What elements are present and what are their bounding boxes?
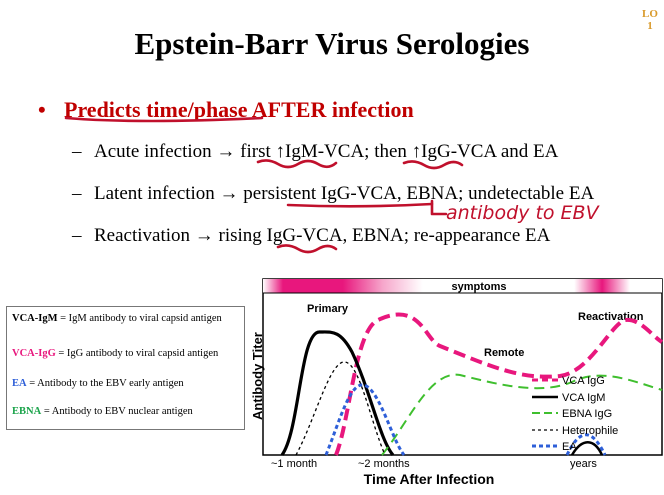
definition-desc: = Antibody to the EBV early antigen: [26, 378, 184, 389]
tick-years: years: [570, 458, 597, 470]
sub-bullet-acute: – Acute infection → first ↑IgM-VCA; then …: [72, 141, 558, 163]
definition-term: EBNA: [12, 406, 42, 417]
curve-ebna-igg: [381, 373, 663, 456]
sub-bullet-reactivation-text: Reactivation → rising IgG-VCA, EBNA; re-…: [94, 225, 551, 246]
arrow-stroke: [430, 199, 448, 216]
curve-ea-reactivation: [565, 433, 607, 456]
sub-bullet-latent: – Latent infection → persistent IgG-VCA, …: [72, 183, 594, 205]
legend-label-heterophile: Heterophile: [562, 425, 618, 437]
dash-marker: –: [72, 225, 82, 246]
definition-desc: = IgG antibody to viral capsid antigen: [55, 348, 219, 359]
curve-vca-igg: [334, 312, 664, 456]
slide-title: Epstein-Barr Virus Serologies: [134, 26, 530, 61]
lo-label: LO 1: [642, 8, 658, 32]
dash-marker: –: [72, 141, 82, 162]
sub-bullet-acute-text: Acute infection → first ↑IgM-VCA; then ↑…: [94, 141, 559, 162]
definition-term: VCA-IgM: [12, 313, 58, 324]
dash-marker: –: [72, 183, 82, 204]
legend-label-ebna-igg: EBNA IgG: [562, 408, 612, 420]
legend-label-vca-igg: VCA IgG: [562, 375, 605, 387]
curve-vca-igm: [280, 330, 395, 457]
definition-term: EA: [12, 378, 27, 389]
y-axis-label: Antibody Titer: [250, 332, 265, 420]
legend-label-vca-igm: VCA IgM: [562, 392, 605, 404]
x-axis-label: Time After Infection: [364, 471, 495, 487]
sub-bullet-latent-text: Latent infection → persistent IgG-VCA, E…: [94, 183, 595, 204]
sub-bullet-reactivation: – Reactivation → rising IgG-VCA, EBNA; re…: [72, 225, 550, 247]
graph-legend: VCA IgG VCA IgM EBNA IgG Heterophile EA: [532, 375, 618, 453]
definition-vca-igg: VCA-IgG = IgG antibody to viral capsid a…: [12, 347, 240, 361]
definition-term: VCA-IgG: [12, 348, 56, 359]
symptoms-bar: [263, 279, 662, 293]
tick-1-month: ~1 month: [271, 458, 317, 470]
definition-vca-igm: VCA-IgM = IgM antibody to viral capsid a…: [12, 312, 240, 326]
definition-desc: = IgM antibody to viral capsid antigen: [57, 313, 222, 324]
annotation-primary: Primary: [307, 303, 349, 315]
curve-vca-igm-reactivation: [570, 441, 604, 456]
legend-label-ea: EA: [562, 441, 577, 453]
definition-ebna: EBNA = Antibody to EBV nuclear antigen: [12, 405, 240, 419]
squiggle-igg-vca: [402, 160, 464, 170]
squiggle-rising: [276, 244, 338, 254]
underline-predicts: [64, 116, 264, 123]
handwritten-note: antibody to EBV: [446, 202, 601, 224]
annotation-remote: Remote: [484, 347, 524, 359]
symptoms-label: symptoms: [451, 281, 506, 293]
curve-ea: [324, 383, 406, 456]
tick-2-months: ~2 months: [358, 458, 410, 470]
definition-desc: = Antibody to EBV nuclear antigen: [41, 406, 193, 417]
underline-persistent: [286, 202, 434, 208]
squiggle-igm-vca: [256, 159, 338, 169]
bullet-dot-icon: •: [38, 97, 46, 122]
definition-ea: EA = Antibody to the EBV early antigen: [12, 377, 240, 391]
definitions-box: VCA-IgM = IgM antibody to viral capsid a…: [6, 306, 245, 430]
